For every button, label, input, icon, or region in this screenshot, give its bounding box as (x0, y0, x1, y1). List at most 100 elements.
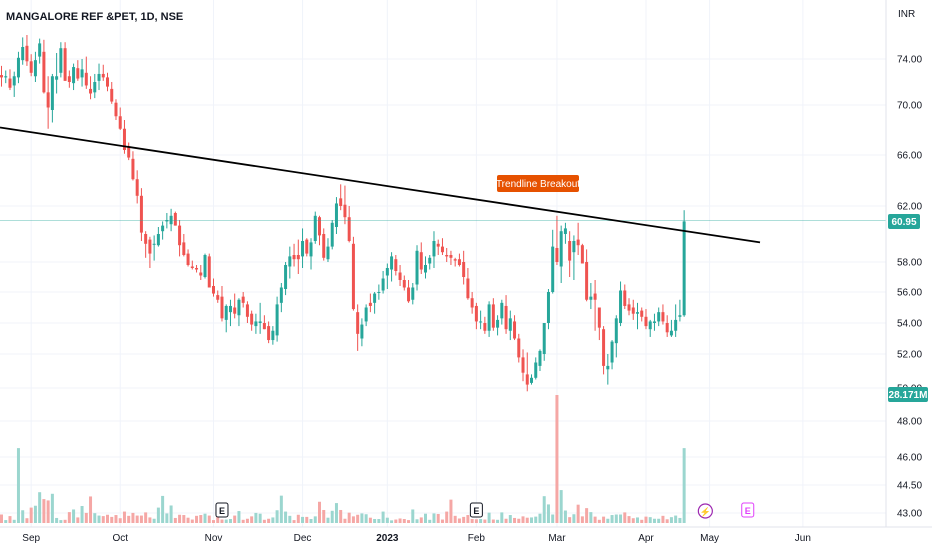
price-tick-label: 70.00 (897, 101, 922, 112)
candle-body (623, 290, 627, 306)
volume-bar (169, 505, 173, 523)
candle-body (279, 287, 283, 303)
volume-bar (415, 519, 419, 523)
candle-body (296, 255, 300, 260)
candle-body (487, 304, 491, 331)
volume-bar (457, 518, 461, 523)
dividend-event-icon[interactable] (697, 503, 713, 519)
candle-body (682, 221, 686, 316)
candle-body (377, 292, 381, 293)
trendline-breakout-annotation: Trendline Breakout (496, 175, 580, 192)
time-tick-label: May (700, 533, 719, 544)
earnings-event-icon[interactable] (469, 502, 483, 518)
candle-body (415, 250, 419, 285)
candle-body (534, 362, 538, 378)
volume-bar (394, 519, 398, 523)
candle-body (568, 241, 572, 261)
volume-bar (199, 515, 203, 523)
volume-bar (462, 516, 466, 523)
volume-bar (631, 518, 635, 523)
price-tick-label: 52.00 (897, 350, 922, 361)
volume-bar (67, 512, 71, 523)
candle-body (525, 374, 529, 385)
candle-body (173, 213, 177, 226)
earnings-event-icon[interactable] (215, 502, 229, 518)
time-tick-label: Nov (205, 533, 223, 544)
candle-body (457, 259, 461, 265)
candle-body (63, 48, 67, 81)
volume-bar (182, 515, 186, 523)
earnings-event-label: E (219, 506, 225, 516)
volume-bar (398, 518, 402, 523)
volume-bar (436, 513, 440, 523)
volume-bar (21, 510, 25, 523)
earnings-event-icon[interactable] (741, 502, 755, 518)
currency-label: INR (898, 9, 915, 20)
volume-bar (419, 517, 423, 523)
volume-bar (530, 517, 533, 523)
volume-bar (152, 518, 156, 523)
candle-body (241, 296, 245, 303)
volume-bar (254, 512, 258, 523)
volume-bar (534, 516, 538, 523)
candle-body (250, 313, 254, 325)
volume-bar (597, 519, 601, 523)
volume-bar (190, 519, 194, 523)
candle-body (271, 330, 275, 341)
volume-bar (101, 516, 105, 523)
volume-bar (258, 513, 262, 523)
volume-bar (546, 504, 550, 523)
candle-body (258, 321, 262, 323)
volume-bar (301, 516, 305, 523)
volume-bar (84, 512, 88, 523)
candle-body (42, 51, 46, 93)
volume-bar (313, 516, 317, 523)
candle-body (245, 304, 249, 317)
trendline[interactable] (0, 126, 761, 244)
candle-body (207, 256, 211, 288)
volume-bar (275, 510, 279, 523)
candle-body (385, 268, 389, 276)
time-tick-label: Sep (22, 533, 40, 544)
candle-body (644, 316, 648, 327)
candle-body (106, 77, 109, 87)
current-price-tag-bg (888, 214, 920, 229)
candle-body (661, 312, 665, 322)
candle-body (4, 76, 8, 78)
volume-bar (432, 513, 436, 523)
candle-body (76, 68, 80, 79)
volume-bar (97, 515, 101, 523)
volume-bar (440, 519, 444, 523)
volume-bar (555, 395, 559, 523)
volume-bar (25, 518, 29, 523)
volume-bar (233, 515, 237, 523)
volume-bar (627, 516, 631, 523)
candle-body (440, 246, 444, 253)
volume-bar (59, 520, 63, 523)
volume-bar (224, 519, 228, 523)
volume-bar (364, 514, 368, 523)
volume-bar (93, 513, 97, 523)
candle-body (330, 222, 334, 247)
volume-bar (652, 518, 656, 523)
candle-body (593, 293, 597, 300)
candle-body (614, 318, 618, 344)
candle-body (606, 365, 610, 370)
candle-body (118, 116, 122, 129)
volume-bar (483, 519, 487, 523)
volume-bar (428, 519, 432, 523)
volume-bar (284, 511, 288, 523)
candle-body (436, 243, 440, 247)
candle-body (339, 198, 343, 206)
earnings-event-label: E (745, 506, 751, 516)
volume-bar (110, 516, 114, 523)
candle-body (602, 329, 606, 366)
volume-bar (580, 516, 584, 523)
volume-bar (360, 513, 364, 523)
candle-body (546, 292, 550, 323)
volume-bar (245, 518, 249, 523)
grid (0, 0, 886, 527)
candle-body (470, 298, 474, 308)
candle-body (135, 179, 139, 196)
